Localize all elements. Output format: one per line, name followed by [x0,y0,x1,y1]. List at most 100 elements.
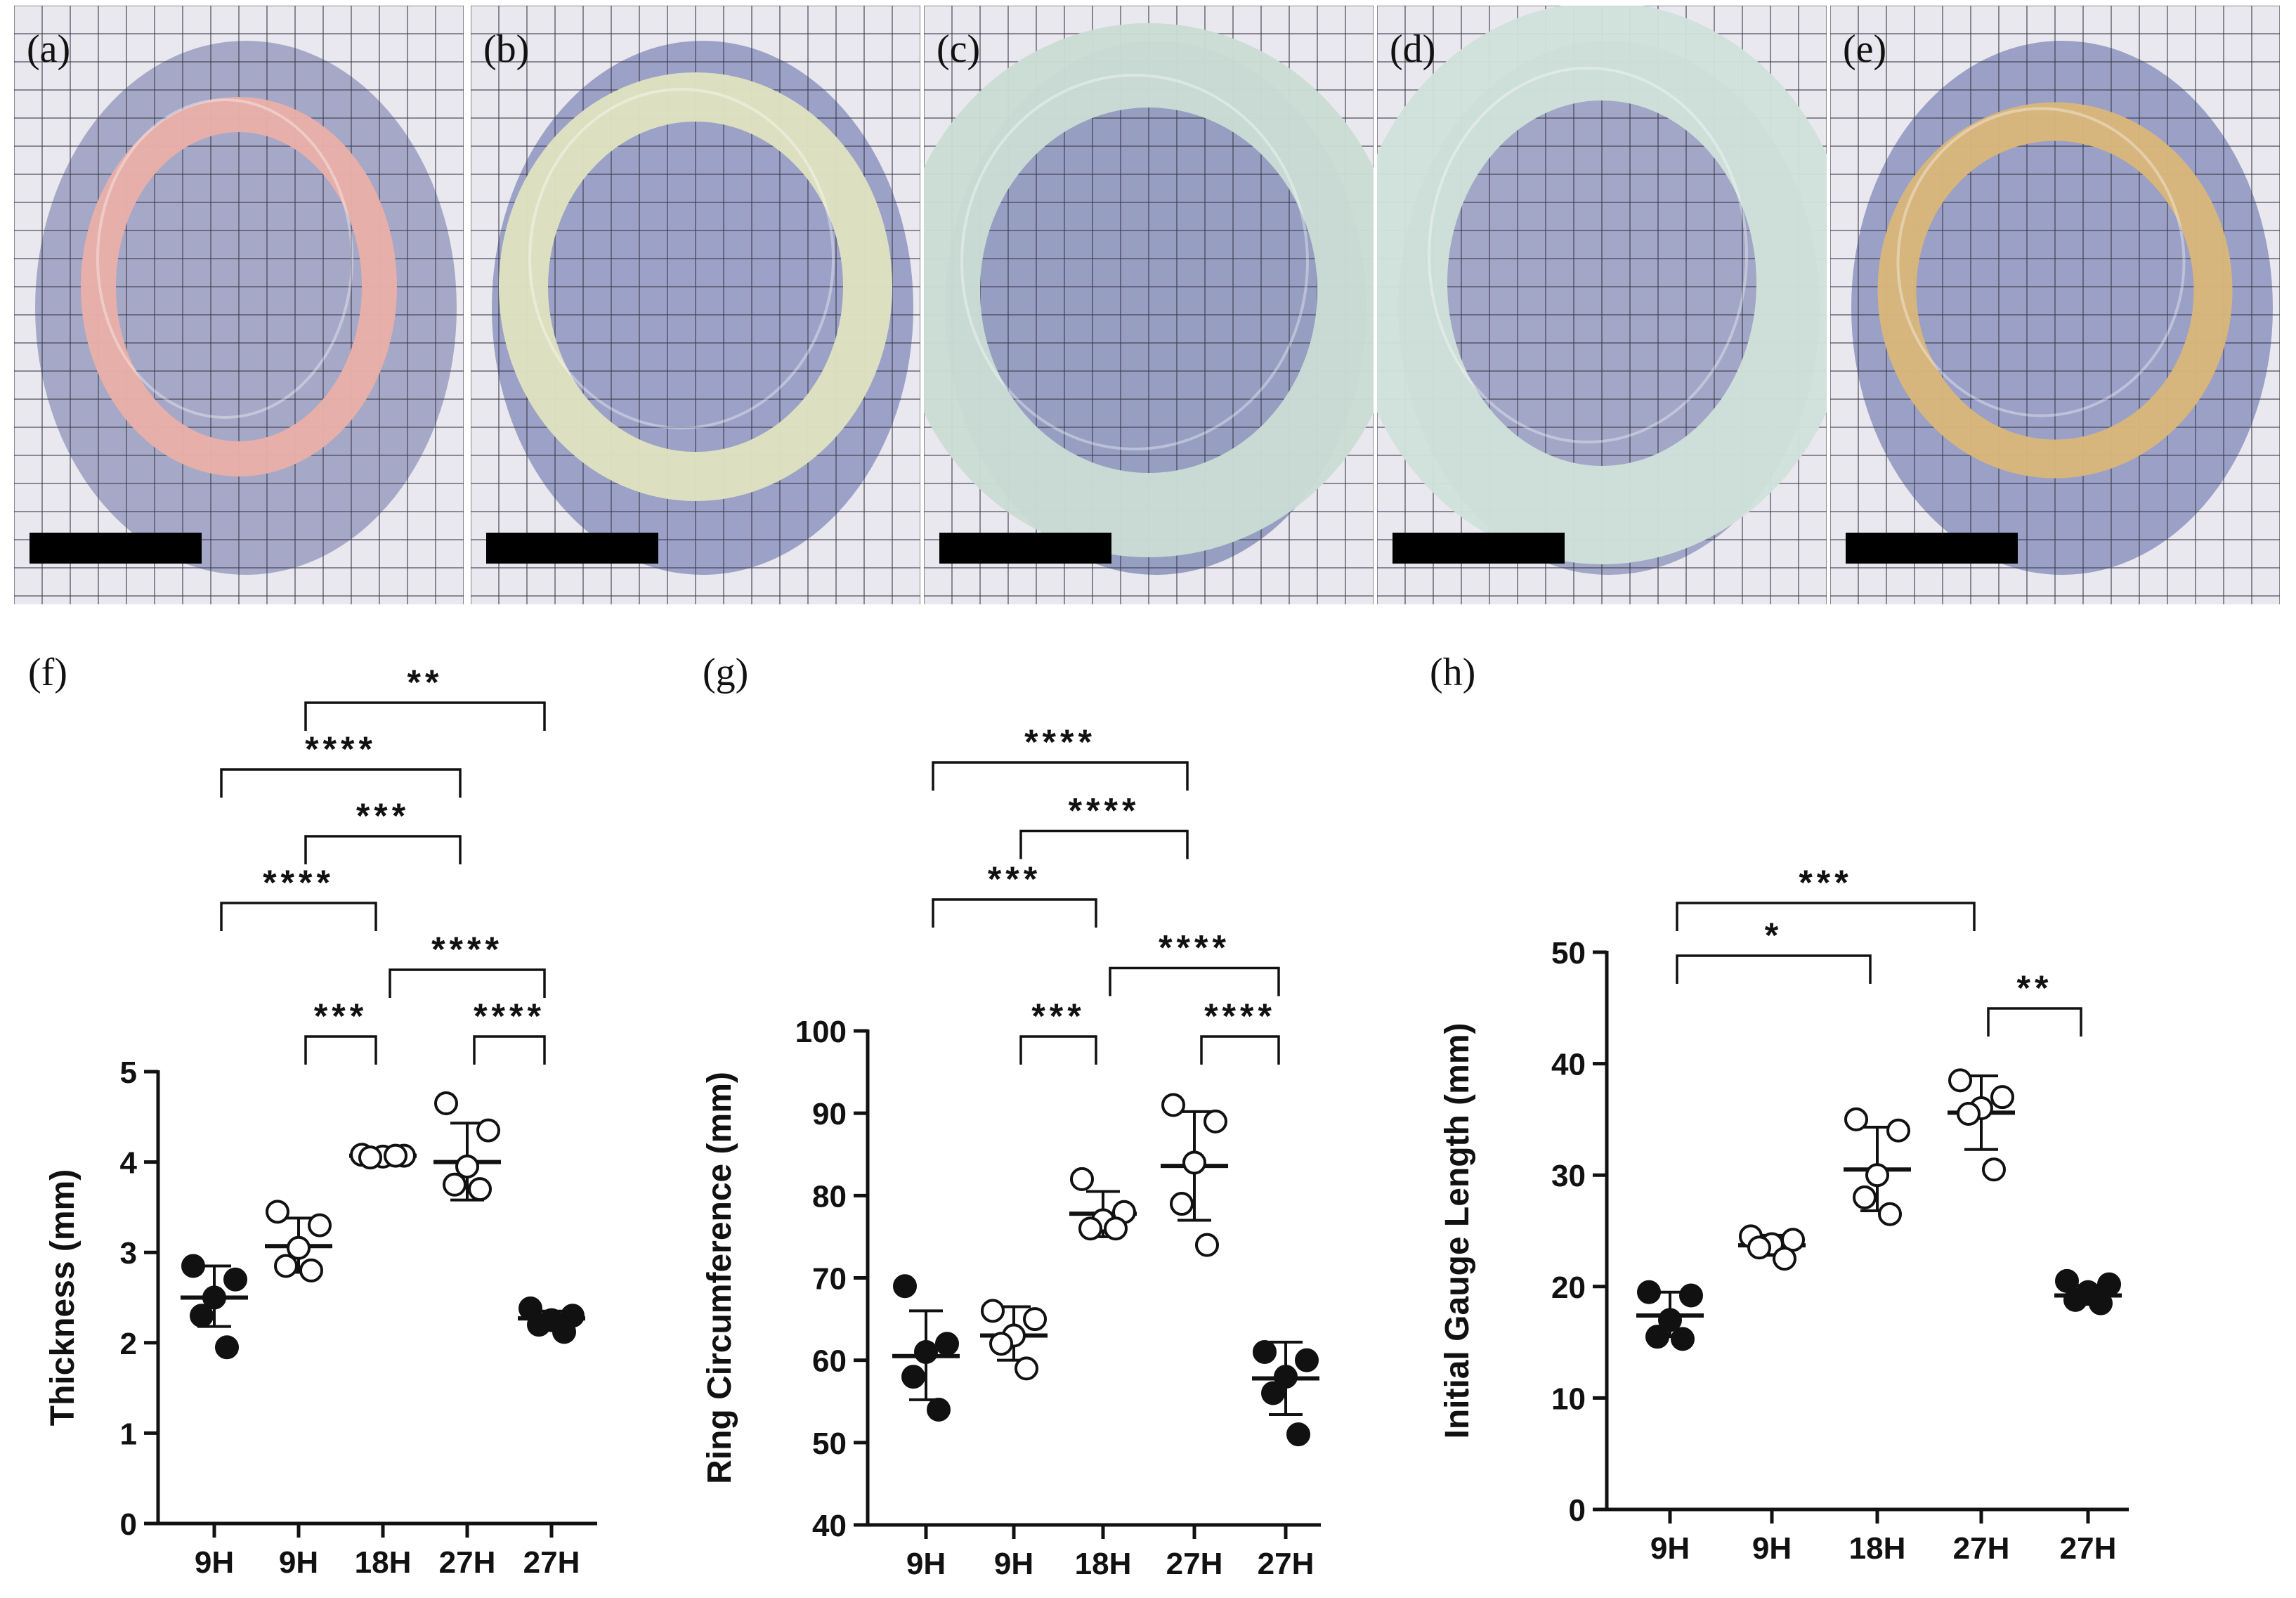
x-tick-label: 9H [906,1547,946,1581]
chart-label-h: (h) [1430,651,1476,694]
data-point [1637,1280,1661,1304]
data-point [274,1254,298,1278]
data-point [1886,1118,1910,1143]
photo-panel-a: (a) [14,6,464,604]
data-point [476,1118,500,1143]
data-point [1990,1085,2014,1110]
significance-bracket [304,835,462,864]
x-tick-label: 9H [279,1545,318,1580]
x-tick-label: 27H [1258,1547,1315,1581]
scale-bar [939,533,1111,564]
y-tick-label: 4 [120,1146,138,1181]
data-point [215,1335,239,1360]
significance-label: **** [1069,791,1140,831]
tissue-ring [1877,102,2233,479]
data-point [1104,1216,1128,1241]
significance-label: **** [1159,928,1230,968]
scale-bar [30,533,202,564]
scale-bar [1392,533,1565,564]
data-point [2089,1291,2113,1316]
significance-label: *** [1031,996,1085,1036]
tissue-ring [499,72,892,501]
data-point [552,1320,576,1344]
significance-bracket [473,1035,546,1065]
significance-label: ** [2017,968,2053,1008]
scale-bar [486,533,658,564]
significance-bracket [1019,829,1189,859]
y-tick-label: 30 [1551,1159,1586,1193]
tissue-ring [924,23,1374,557]
significance-bracket [389,968,546,998]
y-tick-label: 0 [120,1507,137,1542]
significance-label: **** [474,996,545,1036]
photo-image [1830,6,2280,604]
data-point [1671,1327,1695,1351]
data-point [1286,1422,1310,1447]
data-point [1679,1283,1703,1308]
y-tick-label: 2 [120,1327,137,1361]
data-point [2063,1287,2087,1312]
data-point [1747,1235,1771,1260]
y-tick-label: 50 [812,1427,847,1461]
data-point [527,1313,551,1337]
data-point [1773,1247,1796,1271]
photo-label: (d) [1390,27,1436,71]
ring-highlight [1428,67,1748,443]
y-tick-label: 3 [120,1236,137,1271]
x-tick-label: 27H [1166,1547,1223,1581]
data-point [914,1339,938,1364]
y-tick-label: 100 [795,1015,847,1049]
scale-bar [1846,533,2018,564]
data-point [1070,1167,1094,1191]
data-point [989,1332,1013,1356]
y-tick-label: 1 [120,1417,137,1451]
y-axis-label: Initial Gauge Length (mm) [1439,1022,1476,1438]
chart-label-g: (g) [703,651,749,694]
y-tick-label: 10 [1551,1382,1586,1416]
photo-label: (b) [483,27,530,71]
data-point [1161,1093,1185,1117]
x-tick-label: 18H [1849,1531,1906,1566]
significance-bracket [932,898,1097,928]
significance-label: **** [1024,722,1096,762]
data-point [434,1091,458,1116]
significance-bracket [304,701,546,731]
data-point [384,1143,407,1168]
photo-panel-b: (b) [471,6,920,604]
photo-image [1377,6,1827,604]
photo-image [471,6,920,604]
data-point [1023,1307,1047,1332]
significance-bracket [1109,966,1280,996]
data-point [358,1145,382,1170]
data-point [1948,1068,1972,1093]
x-tick-label: 27H [2060,1531,2117,1566]
y-tick-label: 90 [812,1097,847,1131]
data-point [181,1254,205,1278]
significance-label: * [1765,916,1782,955]
photo-label: (c) [937,27,981,71]
significance-bracket [1200,1035,1280,1065]
data-point [443,1172,467,1197]
significance-bracket [932,761,1189,791]
data-point [190,1304,214,1328]
chart-label-f: (f) [28,651,67,694]
data-point [1844,1107,1868,1131]
y-axis-label: Thickness (mm) [44,1169,81,1426]
y-tick-label: 50 [1551,936,1586,970]
data-point [1878,1202,1902,1226]
x-tick-label: 27H [1953,1531,2010,1566]
y-axis-label: Ring Circumference (mm) [701,1072,738,1484]
significance-label: *** [314,996,367,1036]
x-tick-label: 18H [1075,1547,1132,1581]
y-tick-label: 40 [1551,1048,1586,1082]
significance-label: **** [305,729,377,769]
significance-bracket [1676,902,1976,931]
x-tick-label: 9H [1650,1531,1690,1566]
data-point [935,1332,959,1356]
significance-label: *** [356,796,410,836]
photo-label: (a) [27,27,71,71]
